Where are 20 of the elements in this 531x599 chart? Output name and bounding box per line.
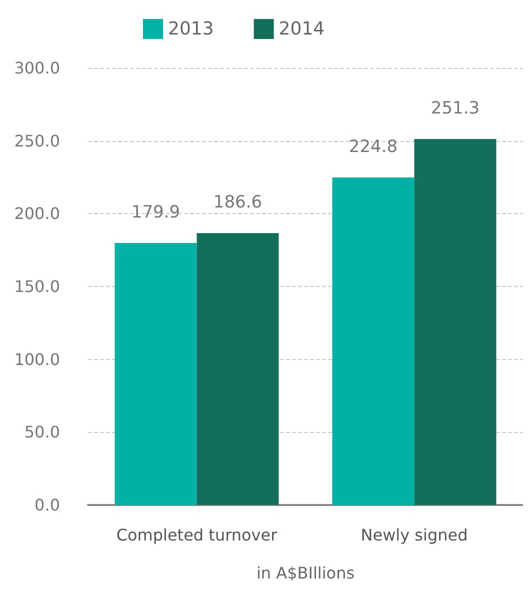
data-label: 224.8: [348, 137, 398, 158]
bar: [196, 233, 279, 505]
y-tick-label: 0.0: [34, 496, 60, 514]
legend-label: 2014: [278, 18, 325, 40]
bar: [332, 178, 414, 505]
x-tick-label: Completed turnover: [116, 526, 278, 544]
x-tick-label: Newly signed: [360, 526, 468, 544]
y-tick-label: 200.0: [14, 204, 60, 224]
bar: [414, 138, 496, 505]
y-tick-label: 50.0: [24, 422, 60, 442]
data-label: 251.3: [430, 98, 480, 118]
data-label: 179.9: [131, 202, 180, 222]
y-tick-label: 100.0: [14, 350, 60, 369]
y-tick-label: 250.0: [14, 131, 60, 150]
data-label: 186.6: [213, 192, 262, 213]
y-tick-label: 300.0: [14, 58, 60, 78]
x-axis-title: in A$BIllions: [256, 564, 355, 582]
bar: [114, 242, 197, 505]
y-tick-label: 150.0: [14, 277, 60, 296]
legend-label: 2013: [168, 18, 214, 40]
